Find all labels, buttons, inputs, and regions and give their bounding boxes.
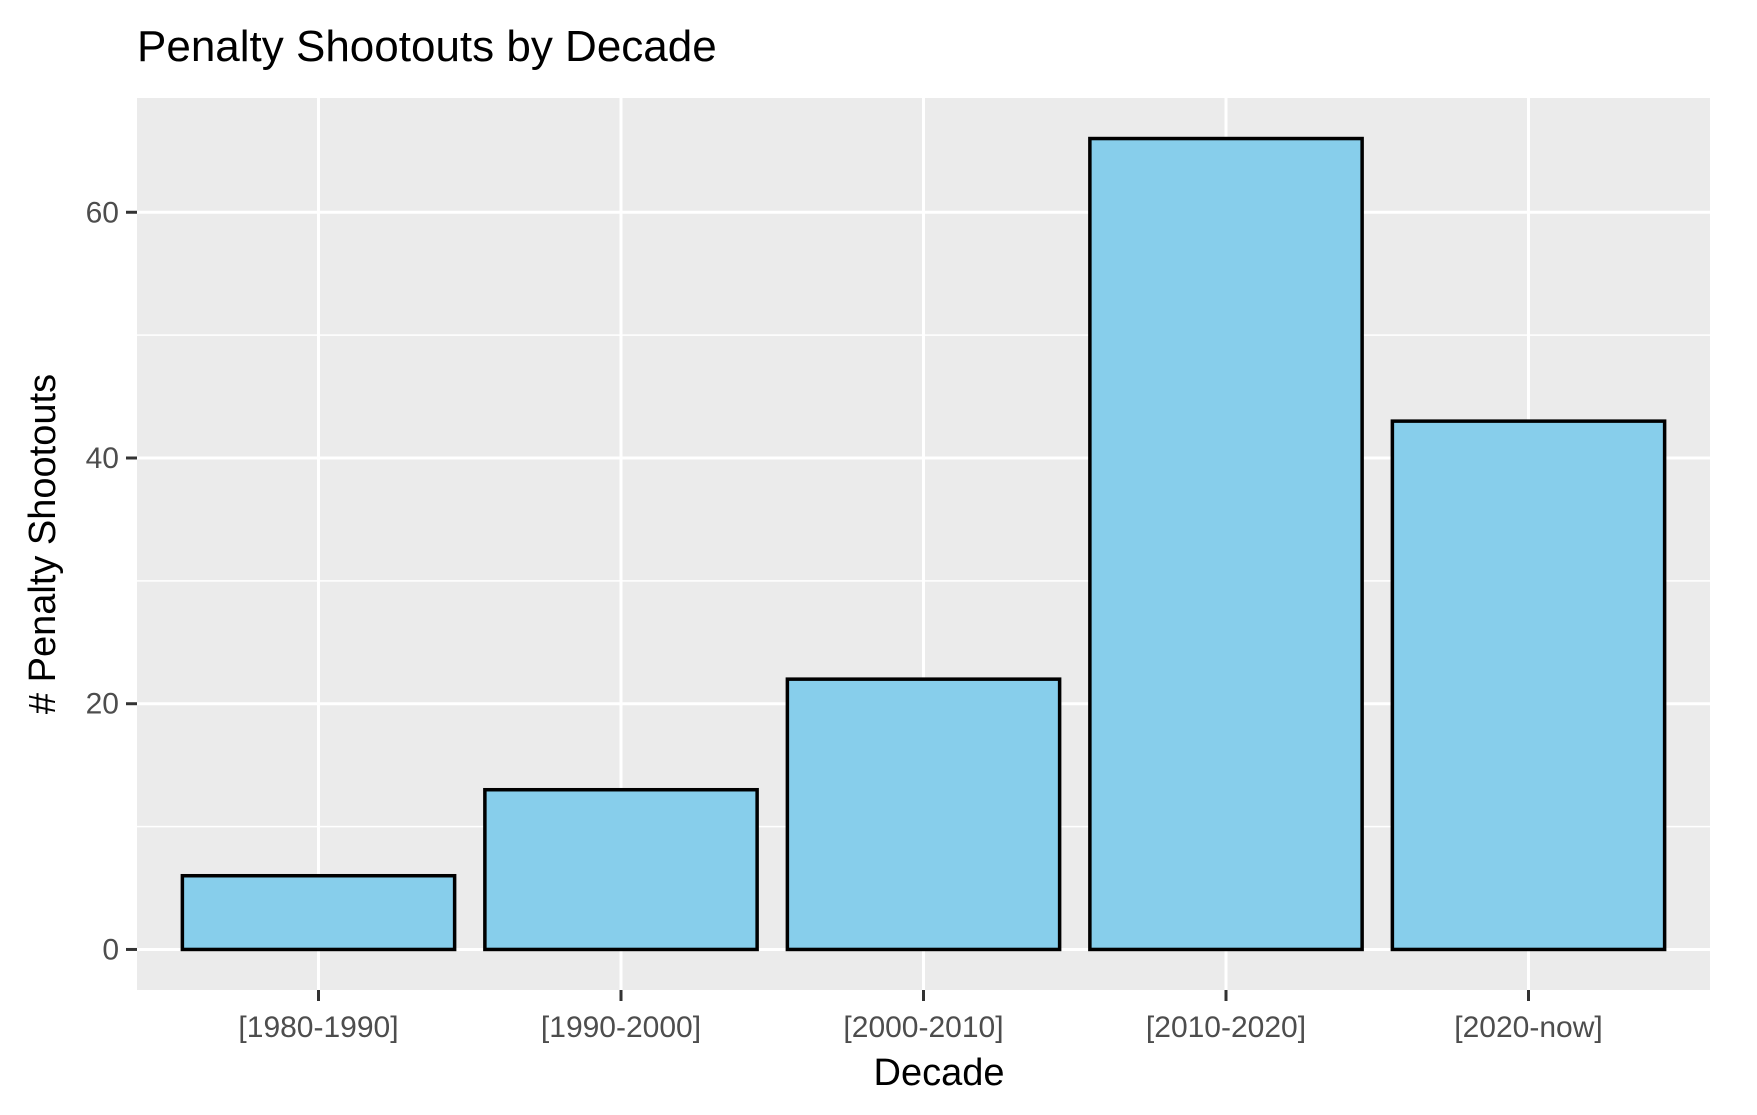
y-axis: 0 20 40 60 — [86, 196, 137, 966]
bar-3 — [785, 677, 1062, 952]
y-tick-label: 20 — [86, 688, 119, 721]
x-tick-label: [2020-now] — [1454, 1011, 1602, 1044]
bar-4 — [1088, 136, 1364, 952]
y-tick-label: 0 — [102, 933, 119, 966]
chart-title: Penalty Shootouts by Decade — [137, 22, 717, 71]
y-axis-title: # Penalty Shootouts — [22, 374, 64, 714]
bar-2 — [483, 787, 759, 952]
x-tick-label: [1990-2000] — [541, 1011, 701, 1044]
x-tick-label: [2000-2010] — [843, 1011, 1003, 1044]
y-tick-label: 60 — [86, 196, 119, 229]
x-axis-title: Decade — [874, 1052, 1005, 1094]
bar-1 — [180, 873, 457, 952]
bars — [180, 136, 1667, 952]
x-axis: [1980-1990] [1990-2000] [2000-2010] [2010-2… — [238, 990, 1603, 1044]
x-tick-label: [1980-1990] — [238, 1011, 398, 1044]
x-tick-label: [2010-2020] — [1146, 1011, 1306, 1044]
y-tick-label: 40 — [86, 442, 119, 475]
bar-5 — [1390, 419, 1667, 952]
